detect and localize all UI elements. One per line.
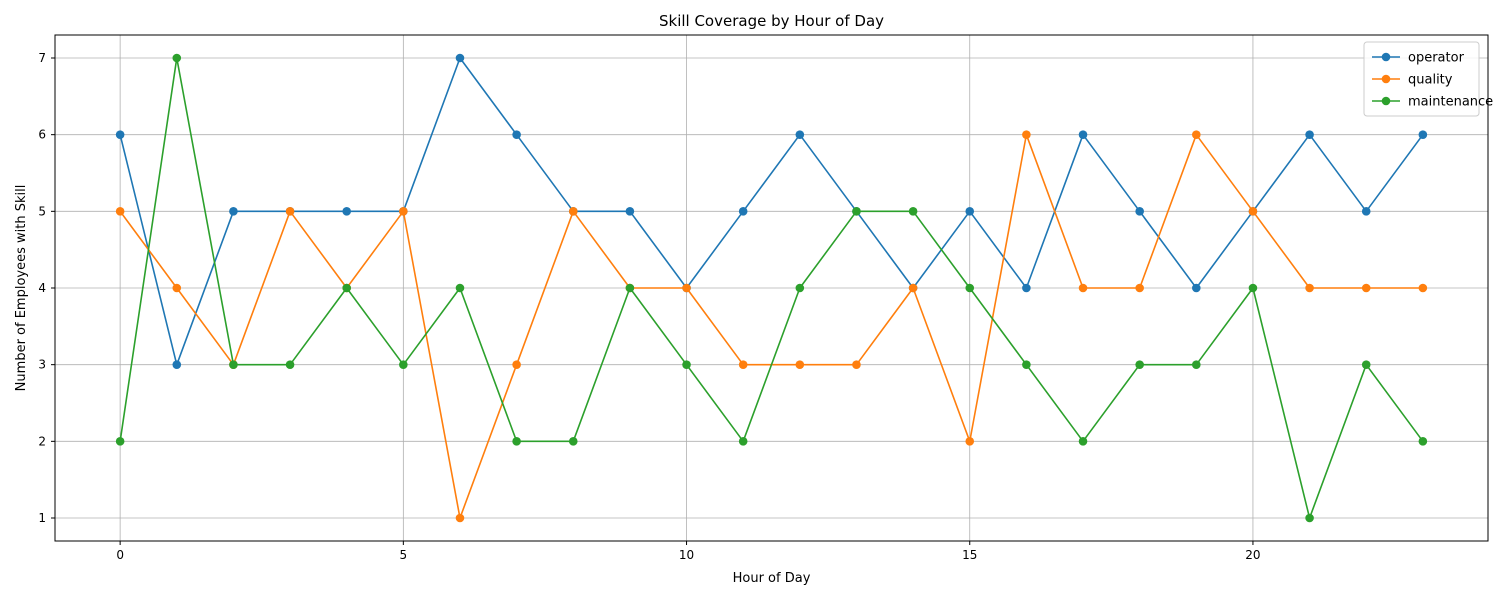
y-tick-label: 7	[38, 51, 46, 65]
data-point-operator	[625, 207, 635, 216]
legend-marker-maintenance	[1381, 96, 1391, 106]
x-tick-label: 20	[1245, 548, 1260, 562]
data-point-maintenance	[625, 283, 635, 293]
data-point-quality	[399, 207, 408, 216]
series-line-maintenance	[119, 57, 1424, 519]
data-point-maintenance	[1248, 283, 1258, 293]
data-point-quality	[1361, 283, 1371, 293]
data-point-operator	[115, 130, 125, 139]
data-point-maintenance	[795, 283, 805, 293]
data-point-quality	[1418, 283, 1428, 293]
data-point-maintenance	[455, 283, 465, 293]
series-maintenance	[115, 53, 1428, 523]
data-point-quality	[1078, 283, 1088, 293]
y-tick-label: 5	[38, 204, 46, 218]
data-point-maintenance	[229, 360, 238, 369]
legend: operator quality maintenance	[1363, 41, 1493, 117]
data-point-maintenance	[512, 437, 521, 446]
data-point-operator	[342, 207, 351, 216]
legend-box	[1363, 41, 1480, 117]
data-point-quality	[455, 513, 465, 523]
y-tick-label: 3	[38, 358, 46, 372]
data-point-operator	[1135, 207, 1144, 216]
data-point-maintenance	[738, 437, 748, 446]
data-point-quality	[512, 360, 521, 369]
x-tick-label: 15	[962, 548, 977, 562]
legend-label-quality: quality	[1408, 73, 1453, 88]
y-tick-label: 6	[38, 128, 46, 142]
y-tick-label: 2	[38, 434, 46, 448]
data-point-maintenance	[682, 360, 691, 369]
data-point-maintenance	[1361, 360, 1371, 369]
legend-label-maintenance: maintenance	[1408, 95, 1493, 110]
legend-marker-operator	[1381, 52, 1391, 62]
x-tick-label: 0	[116, 548, 124, 562]
data-point-maintenance	[965, 283, 975, 293]
data-point-quality	[682, 283, 691, 293]
legend-label-operator: operator	[1408, 51, 1465, 66]
data-point-operator	[1022, 283, 1031, 293]
data-point-quality	[1248, 207, 1258, 216]
data-point-quality	[285, 207, 295, 216]
data-point-maintenance	[568, 437, 578, 446]
data-point-operator	[1418, 130, 1428, 139]
data-point-maintenance	[172, 53, 182, 63]
data-point-maintenance	[115, 437, 125, 446]
data-point-operator	[172, 360, 182, 369]
data-point-operator	[229, 207, 238, 216]
data-point-maintenance	[1022, 360, 1031, 369]
data-point-quality	[965, 437, 975, 446]
data-point-maintenance	[285, 360, 295, 369]
data-point-quality	[1022, 130, 1031, 139]
series-group	[115, 53, 1428, 523]
data-point-quality	[795, 360, 805, 369]
data-point-operator	[1305, 130, 1314, 139]
data-point-quality	[1192, 130, 1201, 139]
x-tick-label: 5	[400, 548, 408, 562]
data-point-operator	[455, 53, 465, 63]
data-point-quality	[738, 360, 748, 369]
data-point-operator	[1192, 283, 1201, 293]
data-point-maintenance	[1418, 437, 1428, 446]
y-tick-label: 1	[38, 511, 46, 525]
data-point-operator	[1078, 130, 1088, 139]
data-point-operator	[1361, 207, 1371, 216]
data-point-quality	[852, 360, 861, 369]
x-axis-title: Hour of Day	[733, 571, 811, 586]
data-point-quality	[1135, 283, 1144, 293]
data-point-operator	[738, 207, 748, 216]
data-point-operator	[512, 130, 521, 139]
chart-title: Skill Coverage by Hour of Day	[659, 12, 884, 30]
data-point-maintenance	[342, 283, 351, 293]
y-tick-label: 4	[38, 281, 46, 295]
series-line-operator	[119, 57, 1424, 366]
data-point-maintenance	[908, 207, 918, 216]
data-point-quality	[1305, 283, 1314, 293]
data-point-operator	[965, 207, 975, 216]
legend-marker-quality	[1381, 74, 1391, 84]
data-point-maintenance	[1192, 360, 1201, 369]
data-point-maintenance	[1135, 360, 1144, 369]
data-point-quality	[568, 207, 578, 216]
data-point-quality	[115, 207, 125, 216]
data-point-quality	[908, 283, 918, 293]
data-point-operator	[795, 130, 805, 139]
x-tick-label: 10	[679, 548, 694, 562]
data-point-quality	[172, 283, 182, 293]
axes: 0 5 10 15 20 1 2 3 4 5 6 7	[38, 51, 1260, 562]
data-point-maintenance	[1305, 513, 1314, 523]
data-point-maintenance	[852, 207, 861, 216]
data-point-maintenance	[1078, 437, 1088, 446]
data-point-maintenance	[399, 360, 408, 369]
y-axis-title: Number of Employees with Skill	[14, 185, 29, 392]
